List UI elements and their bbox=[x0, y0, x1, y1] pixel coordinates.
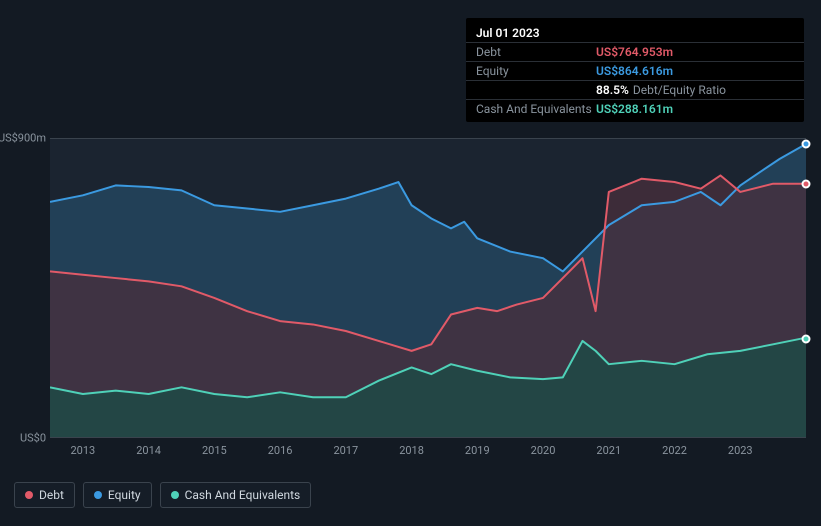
tooltip-value-equity: US$864.616m bbox=[596, 64, 673, 78]
x-tick: 2018 bbox=[399, 444, 424, 457]
x-tick: 2015 bbox=[202, 444, 227, 457]
tooltip-row-ratio: 88.5% Debt/Equity Ratio bbox=[466, 81, 804, 100]
tooltip-label-cash: Cash And Equivalents bbox=[476, 102, 596, 116]
y-axis-min: US$0 bbox=[20, 432, 46, 445]
tooltip-row-debt: Debt US$764.953m bbox=[466, 43, 804, 62]
chart-tooltip: Jul 01 2023 Debt US$764.953m Equity US$8… bbox=[466, 18, 804, 122]
legend: Debt Equity Cash And Equivalents bbox=[14, 482, 311, 508]
legend-label-equity: Equity bbox=[108, 488, 141, 502]
y-axis-max: US$900m bbox=[0, 132, 46, 145]
tooltip-row-cash: Cash And Equivalents US$288.161m bbox=[466, 100, 804, 118]
tooltip-value-cash: US$288.161m bbox=[596, 102, 673, 116]
legend-item-debt[interactable]: Debt bbox=[14, 482, 75, 508]
x-tick: 2014 bbox=[136, 444, 161, 457]
x-axis: 2013 2014 2015 2016 2017 2018 2019 2020 2021 2022… bbox=[50, 444, 806, 462]
x-tick: 2022 bbox=[662, 444, 687, 457]
circle-icon bbox=[94, 491, 102, 499]
tooltip-ratio-label: Debt/Equity Ratio bbox=[633, 83, 726, 97]
x-tick: 2017 bbox=[333, 444, 358, 457]
x-tick: 2021 bbox=[596, 444, 621, 457]
legend-item-equity[interactable]: Equity bbox=[83, 482, 152, 508]
circle-icon bbox=[171, 491, 179, 499]
x-tick: 2019 bbox=[465, 444, 490, 457]
x-tick: 2016 bbox=[268, 444, 293, 457]
equity-end-marker bbox=[802, 140, 811, 149]
circle-icon bbox=[25, 491, 33, 499]
x-tick: 2013 bbox=[70, 444, 95, 457]
x-tick: 2020 bbox=[531, 444, 556, 457]
tooltip-value-debt: US$764.953m bbox=[596, 45, 673, 59]
tooltip-ratio-pct: 88.5% bbox=[596, 83, 629, 97]
tooltip-label-debt: Debt bbox=[476, 45, 596, 59]
legend-label-cash: Cash And Equivalents bbox=[185, 488, 301, 502]
chart-container: US$900m US$0 201320142015201620172018201… bbox=[14, 128, 806, 508]
chart-svg bbox=[50, 139, 806, 437]
tooltip-row-equity: Equity US$864.616m bbox=[466, 62, 804, 81]
tooltip-date: Jul 01 2023 bbox=[466, 22, 804, 43]
tooltip-label-equity: Equity bbox=[476, 64, 596, 78]
debt-end-marker bbox=[802, 180, 811, 189]
legend-item-cash[interactable]: Cash And Equivalents bbox=[160, 482, 312, 508]
legend-label-debt: Debt bbox=[39, 488, 64, 502]
plot-area[interactable] bbox=[50, 138, 806, 438]
cash-end-marker bbox=[802, 335, 811, 344]
x-tick: 2023 bbox=[728, 444, 753, 457]
